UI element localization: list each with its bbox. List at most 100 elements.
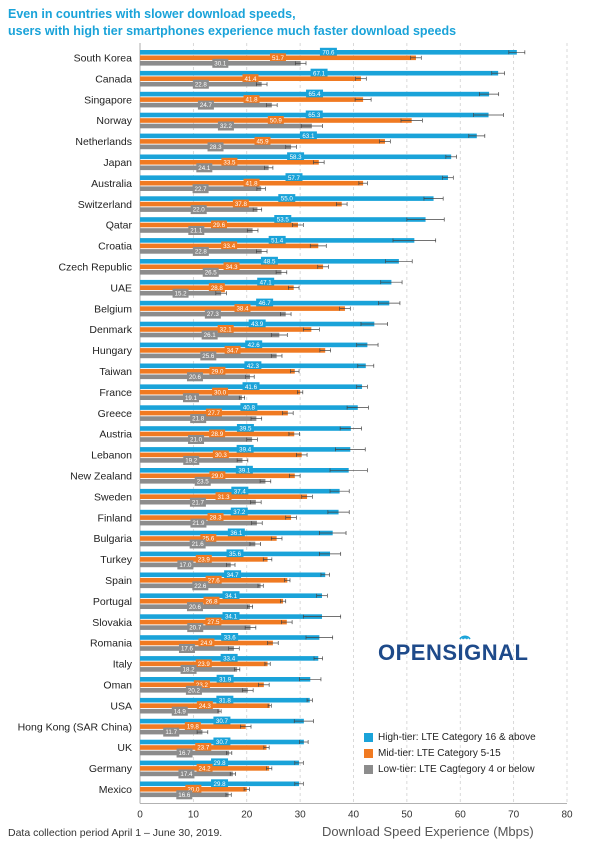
mid-label-box-19 [212,450,229,460]
legend-label-low: Low-tier: LTE Cagtegory 4 or below [378,763,535,775]
high-label-box-23 [227,528,245,538]
low-value-label-19: 19.2 [185,458,198,465]
high-label-box-21 [231,486,249,496]
low-value-label-25: 22.6 [194,583,207,590]
mid-label-box-35 [185,784,202,794]
x-tick-label-50: 50 [401,809,413,820]
low-value-label-16: 19.1 [185,395,198,402]
low-value-label-10: 26.5 [205,269,218,276]
high-value-label-34: 29.8 [214,760,227,767]
high-value-label-9: 51.4 [271,238,284,245]
category-label-22: Finland [98,512,133,524]
low-label-box-32 [163,727,180,737]
high-value-label-22: 37.2 [233,509,246,516]
high-label-box-9 [268,235,286,245]
mid-label-box-3 [267,116,284,125]
high-value-label-24: 35.6 [229,551,242,558]
mid-label-box-32 [184,722,201,732]
x-axis-title: Download Speed Experience (Mbps) [322,824,534,839]
high-label-box-4 [299,131,317,141]
mid-label-box-33 [195,743,212,752]
mid-value-label-12: 38.4 [236,306,249,313]
signal-wave-icon [458,635,471,640]
high-label-box-27 [222,612,240,622]
high-label-box-26 [222,591,240,601]
category-label-19: Lebanon [91,450,132,462]
mid-label-box-5 [221,157,238,167]
low-label-box-12 [204,309,221,319]
high-value-label-28: 33.6 [224,635,237,642]
category-label-25: Spain [105,575,132,587]
chart-legend: High-tier: LTE Category 16 & above Mid-t… [364,729,536,777]
low-label-box-35 [176,790,193,800]
category-label-14: Hungary [92,345,132,357]
mid-label-box-31 [196,701,213,711]
mid-label-box-16 [212,387,229,397]
mid-label-box-27 [205,617,222,627]
mid-value-label-20: 29.0 [211,473,224,480]
low-value-label-15: 20.6 [189,374,202,381]
legend-item-mid: Mid-tier: LTE Category 5-15 [364,745,536,761]
category-label-31: USA [110,700,132,712]
mid-label-box-28 [198,638,215,648]
category-label-18: Austria [99,429,132,441]
high-label-box-33 [213,737,231,747]
high-value-label-15: 42.3 [247,363,260,370]
mid-value-label-17: 27.7 [208,410,221,417]
x-tick-label-40: 40 [348,809,360,820]
high-label-box-10 [260,256,278,266]
mid-label-box-30 [193,680,210,690]
high-label-box-0 [319,47,337,57]
mid-value-label-25: 27.6 [208,577,221,584]
category-label-0: South Korea [74,52,133,64]
legend-swatch-mid [364,748,373,758]
mid-value-label-8: 29.6 [213,222,226,229]
high-value-label-17: 40.8 [243,405,256,412]
category-label-32: Hong Kong (SAR China) [18,721,132,733]
high-value-label-1: 67.1 [313,70,326,77]
mid-label-box-13 [217,325,234,334]
mid-value-label-6: 41.8 [246,180,259,187]
high-value-label-16: 41.6 [245,384,258,391]
x-tick-label-30: 30 [295,809,307,820]
mid-value-label-15: 29.0 [211,368,224,375]
category-label-1: Canada [95,73,132,85]
low-value-label-26: 20.6 [189,604,202,611]
category-label-7: Switzerland [78,199,132,211]
low-label-box-29 [180,664,197,674]
legend-label-mid: Mid-tier: LTE Category 5-15 [378,747,501,759]
low-label-box-1 [192,79,209,89]
low-value-label-4: 28.3 [210,144,223,151]
low-label-box-27 [187,623,204,633]
mid-value-label-35: 20.0 [187,786,200,793]
low-value-label-6: 22.7 [195,186,208,193]
mid-value-label-34: 24.2 [199,766,212,773]
high-value-label-21: 37.4 [234,488,247,495]
footnote: Data collection period April 1 – June 30… [8,827,223,839]
high-value-label-2: 65.4 [309,91,322,98]
category-label-34: Germany [89,763,133,775]
low-label-box-24 [177,560,194,570]
category-label-2: Singapore [84,94,132,106]
category-label-29: Italy [113,659,133,671]
low-label-box-2 [197,100,214,110]
high-label-box-1 [310,68,328,78]
mid-value-label-2: 41.8 [246,97,259,104]
low-label-box-18 [188,435,205,444]
low-value-label-13: 26.1 [204,332,217,339]
low-value-label-31: 14.9 [174,708,187,715]
high-value-label-33: 30.7 [216,739,229,746]
high-label-box-30 [216,674,234,684]
mid-label-box-24 [195,554,212,564]
high-label-box-28 [221,633,239,642]
mid-value-label-30: 23.2 [196,682,209,689]
low-label-box-4 [207,142,224,152]
category-label-13: Denmark [89,324,132,336]
low-label-box-5 [196,163,213,173]
high-value-label-0: 70.6 [322,49,335,56]
mid-value-label-22: 28.3 [210,515,223,522]
category-label-21: Sweden [94,491,132,503]
category-label-15: Taiwan [99,366,132,378]
mid-label-box-1 [242,74,259,84]
legend-item-high: High-tier: LTE Category 16 & above [364,729,536,745]
